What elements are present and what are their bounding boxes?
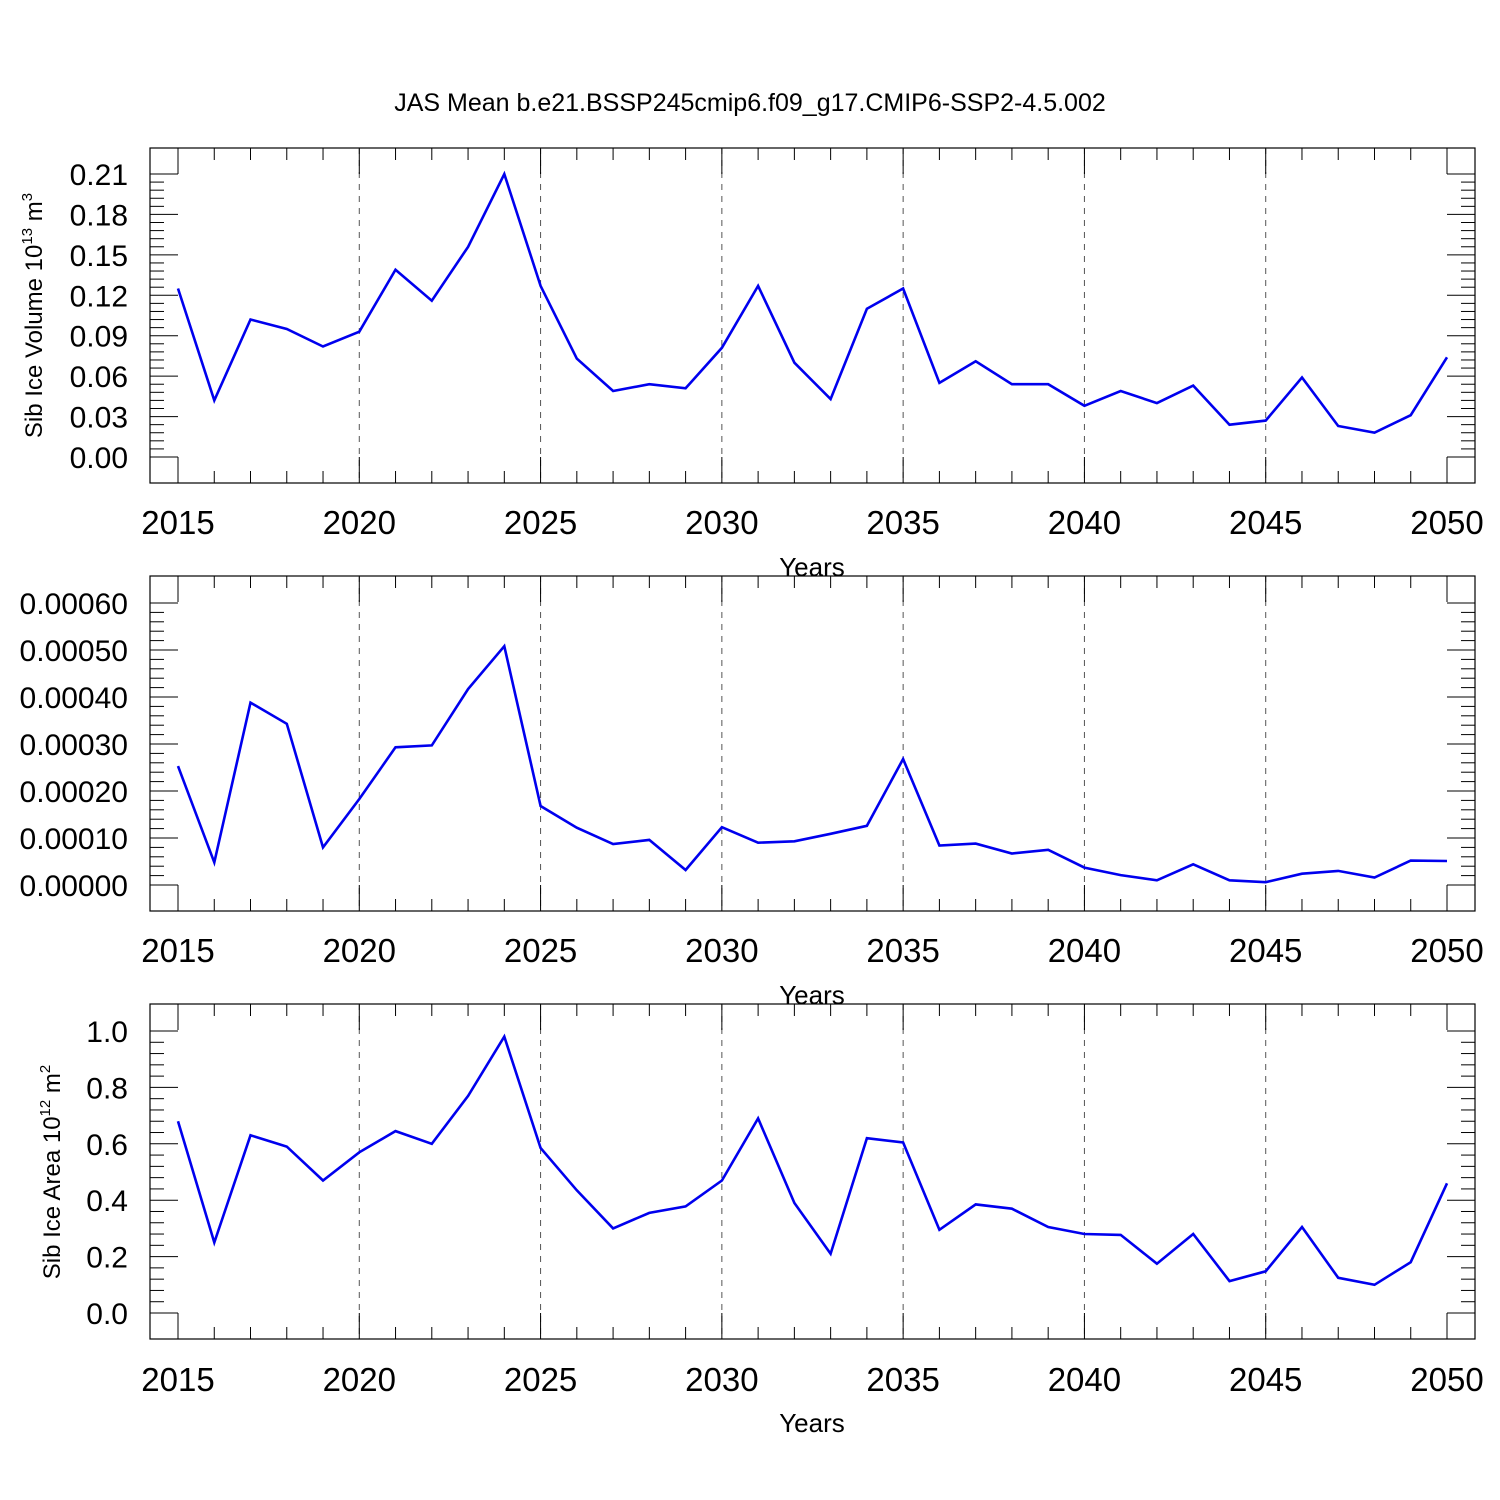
x-tick-label: 2035 bbox=[866, 932, 939, 969]
x-tick-label: 2045 bbox=[1229, 504, 1302, 541]
x-axis-label: Years bbox=[779, 1408, 845, 1438]
y-tick-label: 0.18 bbox=[70, 199, 128, 232]
x-tick-label: 2030 bbox=[685, 932, 758, 969]
plot-frame bbox=[149, 147, 1476, 484]
x-tick-label: 2030 bbox=[685, 1361, 758, 1398]
y-tick-label: 0.21 bbox=[70, 159, 128, 192]
y-axis-label-exponent: 12 bbox=[37, 1100, 54, 1117]
x-tick-label: 2035 bbox=[866, 1361, 939, 1398]
y-tick-label: 0.00050 bbox=[20, 635, 128, 668]
y-tick-label: 1.0 bbox=[86, 1016, 128, 1049]
y-axis-label-unit: m bbox=[39, 1073, 66, 1100]
y-tick-label: 0.03 bbox=[70, 402, 128, 435]
y-tick-label: 0.09 bbox=[70, 321, 128, 354]
panel-3: 2015 2020 2025 2030 2035 2040 2045 2050 0.0 0.2 0.… bbox=[37, 1003, 1484, 1438]
x-axis-label: Years bbox=[779, 552, 845, 582]
y-tick-label: 0.0 bbox=[86, 1298, 128, 1331]
x-tick-label: 2040 bbox=[1048, 1361, 1121, 1398]
series-line bbox=[176, 170, 1449, 435]
series-line bbox=[176, 643, 1448, 884]
y-axis-label-unit-exponent: 3 bbox=[19, 193, 36, 201]
y-tick-label: 0.8 bbox=[86, 1072, 128, 1105]
y-tick-label: 0.00030 bbox=[20, 729, 128, 762]
y-axis-label: Sib Ice Volume 1013 m3 bbox=[19, 193, 48, 438]
y-axis-label-text: Sib Ice Area 10 bbox=[39, 1116, 66, 1279]
y-tick-label: 0.00020 bbox=[20, 776, 128, 809]
x-tick-label: 2020 bbox=[323, 1361, 396, 1398]
chart-title: JAS Mean b.e21.BSSP245cmip6.f09_g17.CMIP… bbox=[394, 89, 1106, 117]
y-tick-label: 0.06 bbox=[70, 361, 128, 394]
panel-2: 2015 2020 2025 2030 2035 2040 2045 2050 0.00000 0… bbox=[20, 575, 1484, 1010]
x-tick-label: 2040 bbox=[1048, 504, 1121, 541]
y-tick-label: 0.00010 bbox=[20, 823, 128, 856]
x-tick-label: 2050 bbox=[1410, 1361, 1483, 1398]
y-tick-label: 0.15 bbox=[70, 240, 128, 273]
y-tick-label: 0.00000 bbox=[20, 870, 128, 903]
y-tick-label: 0.6 bbox=[86, 1129, 128, 1162]
y-tick-label: 0.4 bbox=[86, 1185, 128, 1218]
x-tick-label: 2050 bbox=[1410, 932, 1483, 969]
y-tick-label: 0.12 bbox=[70, 280, 128, 313]
x-tick-label: 2015 bbox=[141, 504, 214, 541]
x-tick-label: 2045 bbox=[1229, 1361, 1302, 1398]
x-axis-label: Years bbox=[779, 980, 845, 1010]
y-axis-label-exponent: 13 bbox=[19, 228, 36, 245]
y-axis-label-text: Sib Ice Volume 10 bbox=[21, 245, 48, 438]
y-axis-label: Sib Ice Area 1012 m2 bbox=[37, 1065, 66, 1279]
panel-1: 2015 2020 2025 2030 2035 2040 2045 2050 0.00 0.03… bbox=[19, 147, 1484, 582]
x-tick-label: 2015 bbox=[141, 932, 214, 969]
y-tick-label: 0.00040 bbox=[20, 682, 128, 715]
y-axis-label-unit-exponent: 2 bbox=[37, 1065, 54, 1073]
x-tick-label: 2040 bbox=[1048, 932, 1121, 969]
x-tick-label: 2050 bbox=[1410, 504, 1483, 541]
x-tick-label: 2025 bbox=[504, 1361, 577, 1398]
y-tick-label: 0.00060 bbox=[20, 588, 128, 621]
x-tick-label: 2020 bbox=[323, 504, 396, 541]
x-tick-label: 2025 bbox=[504, 504, 577, 541]
x-tick-label: 2020 bbox=[323, 932, 396, 969]
x-tick-label: 2015 bbox=[141, 1361, 214, 1398]
x-tick-label: 2035 bbox=[866, 504, 939, 541]
series-line bbox=[176, 1033, 1449, 1287]
x-tick-label: 2030 bbox=[685, 504, 758, 541]
y-tick-label: 0.00 bbox=[70, 442, 128, 475]
plot-frame bbox=[149, 1003, 1476, 1340]
y-axis-label-unit: m bbox=[21, 201, 48, 228]
x-tick-label: 2025 bbox=[504, 932, 577, 969]
x-tick-label: 2045 bbox=[1229, 932, 1302, 969]
plot-frame bbox=[149, 575, 1476, 912]
y-tick-label: 0.2 bbox=[86, 1242, 128, 1275]
